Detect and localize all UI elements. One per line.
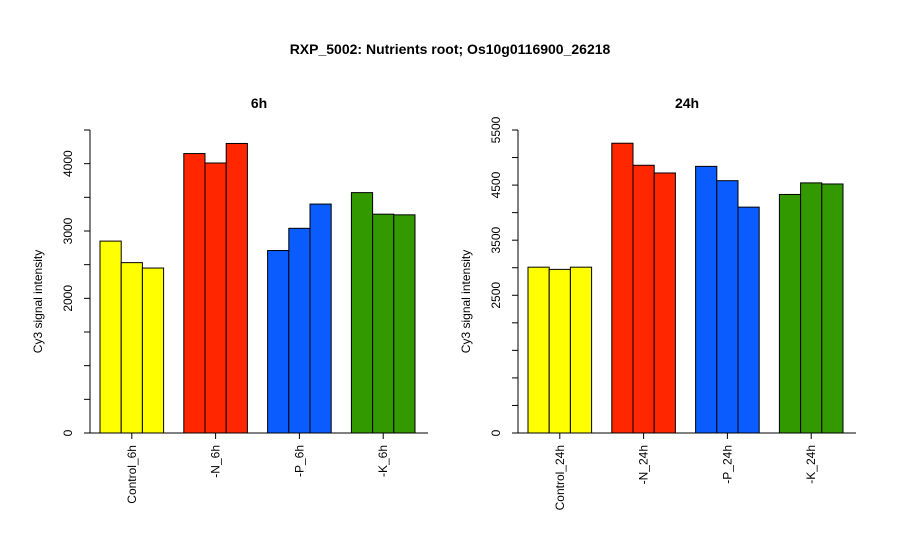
bar--P_6h-2: [288, 227, 311, 434]
chart-panel-6h: 6h Control_6h -N_6h -P_6h -K_6h 0 2000 3000 4000…: [31, 95, 428, 504]
y-tick-label: 0: [489, 429, 503, 436]
bar--P_6h-1: [267, 250, 290, 434]
y-tick-label: 2000: [61, 285, 75, 312]
figure-title: RXP_5002: Nutrients root; Os10g0116900_2…: [290, 41, 611, 57]
bar--N_24h-1: [611, 142, 634, 434]
y-tick-label: 0: [61, 429, 75, 436]
bar--N_6h-2: [204, 162, 227, 434]
bar--K_6h-2: [372, 213, 395, 434]
bar--K_24h-3: [821, 183, 844, 434]
bar--N_6h-3: [225, 142, 248, 434]
y-tick-label: 3500: [489, 227, 503, 254]
bar--P_6h-3: [309, 203, 332, 434]
bar-Control_6h-1: [99, 240, 122, 434]
x-tick-label: -N_24h: [637, 445, 651, 484]
bar-Control_24h-2: [548, 268, 571, 434]
x-tick-label: -N_6h: [209, 445, 223, 478]
bar--K_24h-2: [800, 182, 823, 434]
bar--N_24h-2: [632, 164, 655, 434]
panel-title: 24h: [675, 95, 699, 111]
bar--K_6h-3: [393, 214, 416, 434]
y-axis-label: Cy3 signal intensity: [459, 250, 473, 353]
bar--N_24h-3: [653, 172, 676, 434]
bar-Control_24h-3: [569, 266, 593, 434]
x-tick-label: -K_6h: [376, 445, 390, 477]
bar--P_24h-2: [716, 180, 739, 434]
x-tick-label: Control_6h: [125, 445, 139, 504]
x-tick-label: -P_24h: [720, 445, 734, 484]
chart-panel-24h: 24h Control_24h -N_24h -P_24h -K_24h 0 2500 350…: [459, 95, 856, 510]
bar--N_6h-1: [183, 153, 206, 434]
x-tick-label: -P_6h: [292, 445, 306, 477]
x-tick-label: Control_24h: [553, 445, 567, 510]
bar--P_24h-1: [695, 165, 718, 434]
y-axis-label: Cy3 signal intensity: [31, 250, 45, 353]
bar-Control_24h-1: [527, 266, 550, 434]
x-tick-label: -K_24h: [804, 445, 818, 484]
bar--K_24h-1: [778, 193, 802, 434]
panel-title: 6h: [251, 95, 267, 111]
bar-Control_6h-2: [120, 262, 143, 434]
y-tick-label: 3000: [61, 217, 75, 244]
bar--P_24h-3: [737, 206, 760, 434]
bar-Control_6h-3: [141, 267, 165, 434]
y-tick-label: 5500: [489, 116, 503, 143]
y-tick-label: 4500: [489, 171, 503, 198]
y-tick-label: 4000: [61, 150, 75, 177]
y-tick-label: 2500: [489, 282, 503, 309]
bar--K_6h-1: [350, 192, 374, 434]
